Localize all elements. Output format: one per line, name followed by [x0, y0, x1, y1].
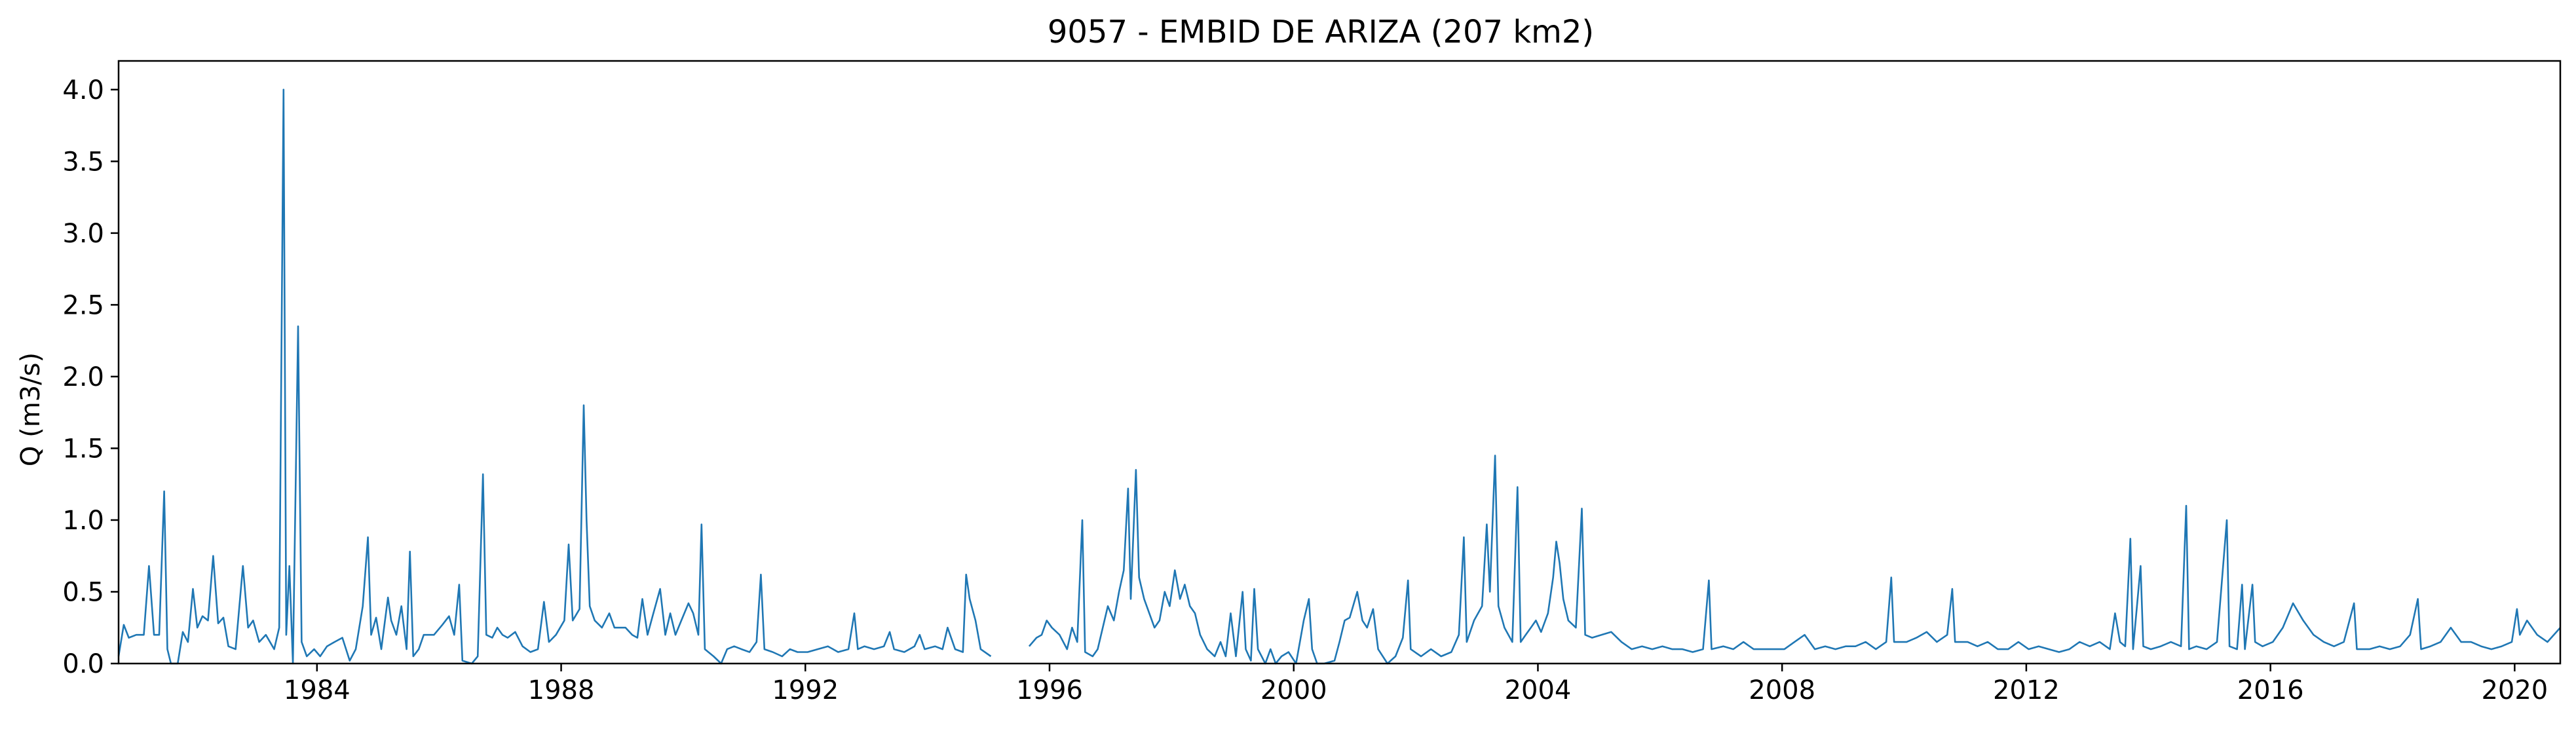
x-tick-label: 1984 — [284, 675, 350, 705]
y-tick-label: 2.5 — [62, 290, 104, 320]
x-tick-label: 2016 — [2237, 675, 2304, 705]
y-tick-label: 3.5 — [62, 147, 104, 177]
x-axis: 1984 1988 1992 1996 2000 2004 2008 2012 2016 2020 — [284, 664, 2548, 705]
x-tick-label: 2012 — [1993, 675, 2060, 705]
x-tick-label: 2020 — [2481, 675, 2548, 705]
x-tick-label: 1992 — [772, 675, 839, 705]
y-tick-label: 2.0 — [62, 362, 104, 392]
series-line-segment-1 — [117, 88, 992, 665]
plot-area: 0.0 0.5 1.0 1.5 2.0 2.5 3.0 3.5 4.0 1984 1988 1992… — [62, 60, 2562, 705]
y-tick-label: 0.0 — [62, 649, 104, 679]
x-tick-label: 2008 — [1749, 675, 1815, 705]
x-tick-label: 1988 — [528, 675, 595, 705]
x-tick-label: 1996 — [1016, 675, 1083, 705]
chart-title: 9057 - EMBID DE ARIZA (207 km2) — [1048, 14, 1594, 50]
series-layer — [117, 88, 2561, 665]
y-tick-label: 1.0 — [62, 506, 104, 536]
y-tick-label: 4.0 — [62, 75, 104, 105]
y-tick-label: 0.5 — [62, 577, 104, 607]
y-tick-label: 3.0 — [62, 219, 104, 249]
plot-frame — [117, 60, 2562, 665]
x-tick-label: 2004 — [1505, 675, 1572, 705]
y-axis: 0.0 0.5 1.0 1.5 2.0 2.5 3.0 3.5 4.0 — [62, 75, 119, 679]
x-tick-label: 2000 — [1260, 675, 1327, 705]
series-line-segment-2 — [1028, 455, 2561, 665]
y-axis-label: Q (m3/s) — [16, 352, 46, 466]
y-tick-label: 1.5 — [62, 434, 104, 464]
